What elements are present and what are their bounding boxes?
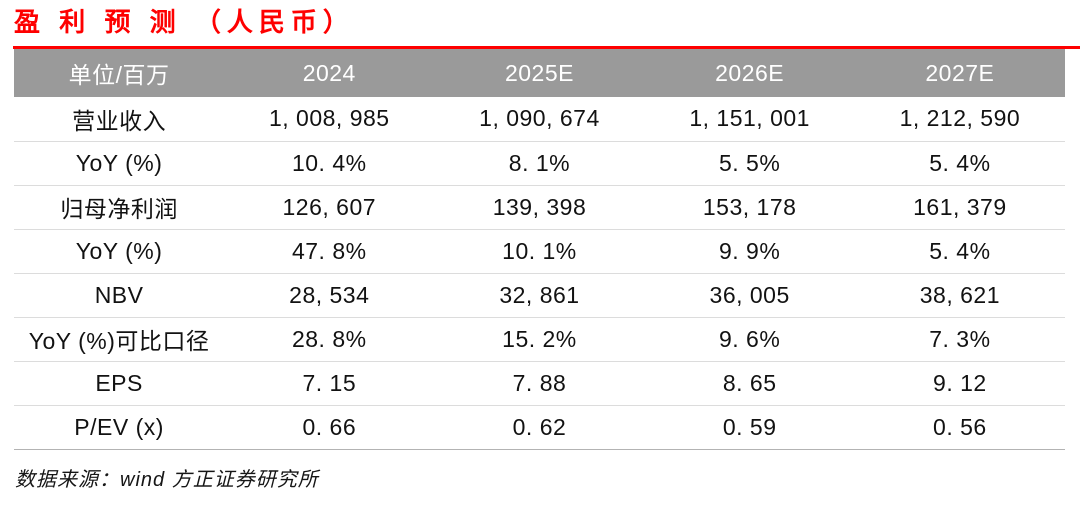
cell-value: 7. 3% bbox=[854, 317, 1065, 362]
cell-value: 9. 12 bbox=[854, 361, 1065, 406]
cell-value: 5. 4% bbox=[854, 141, 1065, 186]
row-label: YoY (%) bbox=[14, 229, 225, 274]
cell-value: 0. 62 bbox=[434, 405, 645, 450]
cell-value: 5. 4% bbox=[854, 229, 1065, 274]
column-header-2025e: 2025E bbox=[434, 49, 645, 97]
table-row-revenue-yoy: YoY (%) 10. 4% 8. 1% 5. 5% 5. 4% bbox=[14, 141, 1065, 186]
cell-value: 8. 1% bbox=[434, 141, 645, 186]
cell-value: 0. 56 bbox=[854, 405, 1065, 450]
cell-value: 1, 090, 674 bbox=[434, 97, 645, 142]
table-row-nbv-yoy-comparable: YoY (%)可比口径 28. 8% 15. 2% 9. 6% 7. 3% bbox=[14, 317, 1065, 362]
cell-value: 28, 534 bbox=[224, 273, 435, 318]
cell-value: 9. 6% bbox=[644, 317, 855, 362]
cell-value: 15. 2% bbox=[434, 317, 645, 362]
cell-value: 139, 398 bbox=[434, 185, 645, 230]
cell-value: 32, 861 bbox=[434, 273, 645, 318]
table-row-revenue: 营业收入 1, 008, 985 1, 090, 674 1, 151, 001… bbox=[14, 97, 1065, 142]
table-row-pev: P/EV (x) 0. 66 0. 62 0. 59 0. 56 bbox=[14, 405, 1065, 450]
cell-value: 126, 607 bbox=[224, 185, 435, 230]
cell-value: 10. 1% bbox=[434, 229, 645, 274]
cell-value: 10. 4% bbox=[224, 141, 435, 186]
cell-value: 8. 65 bbox=[644, 361, 855, 406]
row-label: YoY (%) bbox=[14, 141, 225, 186]
cell-value: 36, 005 bbox=[644, 273, 855, 318]
column-header-unit: 单位/百万 bbox=[14, 49, 225, 97]
row-label: YoY (%)可比口径 bbox=[14, 317, 225, 362]
table-row-eps: EPS 7. 15 7. 88 8. 65 9. 12 bbox=[14, 361, 1065, 406]
row-label: NBV bbox=[14, 273, 225, 318]
row-label: 归母净利润 bbox=[14, 185, 225, 230]
row-label: P/EV (x) bbox=[14, 405, 225, 450]
cell-value: 1, 151, 001 bbox=[644, 97, 855, 142]
forecast-table: 单位/百万 2024 2025E 2026E 2027E 营业收入 1, 008… bbox=[14, 49, 1065, 450]
cell-value: 28. 8% bbox=[224, 317, 435, 362]
page-title: 盈 利 预 测 （人民币） bbox=[14, 7, 355, 37]
source-note: 数据来源：wind 方正证券研究所 bbox=[15, 469, 319, 491]
cell-value: 7. 88 bbox=[434, 361, 645, 406]
cell-value: 9. 9% bbox=[644, 229, 855, 274]
cell-value: 161, 379 bbox=[854, 185, 1065, 230]
cell-value: 38, 621 bbox=[854, 273, 1065, 318]
cell-value: 153, 178 bbox=[644, 185, 855, 230]
row-label: 营业收入 bbox=[14, 97, 225, 142]
table-row-nbv: NBV 28, 534 32, 861 36, 005 38, 621 bbox=[14, 273, 1065, 318]
title-rule bbox=[13, 46, 1080, 49]
table-row-net-profit-yoy: YoY (%) 47. 8% 10. 1% 9. 9% 5. 4% bbox=[14, 229, 1065, 274]
header-row: 单位/百万 2024 2025E 2026E 2027E bbox=[14, 49, 1065, 97]
cell-value: 0. 59 bbox=[644, 405, 855, 450]
cell-value: 47. 8% bbox=[224, 229, 435, 274]
column-header-2027e: 2027E bbox=[854, 49, 1065, 97]
cell-value: 0. 66 bbox=[224, 405, 435, 450]
table-row-net-profit: 归母净利润 126, 607 139, 398 153, 178 161, 37… bbox=[14, 185, 1065, 230]
cell-value: 7. 15 bbox=[224, 361, 435, 406]
cell-value: 1, 212, 590 bbox=[854, 97, 1065, 142]
cell-value: 5. 5% bbox=[644, 141, 855, 186]
cell-value: 1, 008, 985 bbox=[224, 97, 435, 142]
row-label: EPS bbox=[14, 361, 225, 406]
column-header-2026e: 2026E bbox=[644, 49, 855, 97]
column-header-2024: 2024 bbox=[224, 49, 435, 97]
